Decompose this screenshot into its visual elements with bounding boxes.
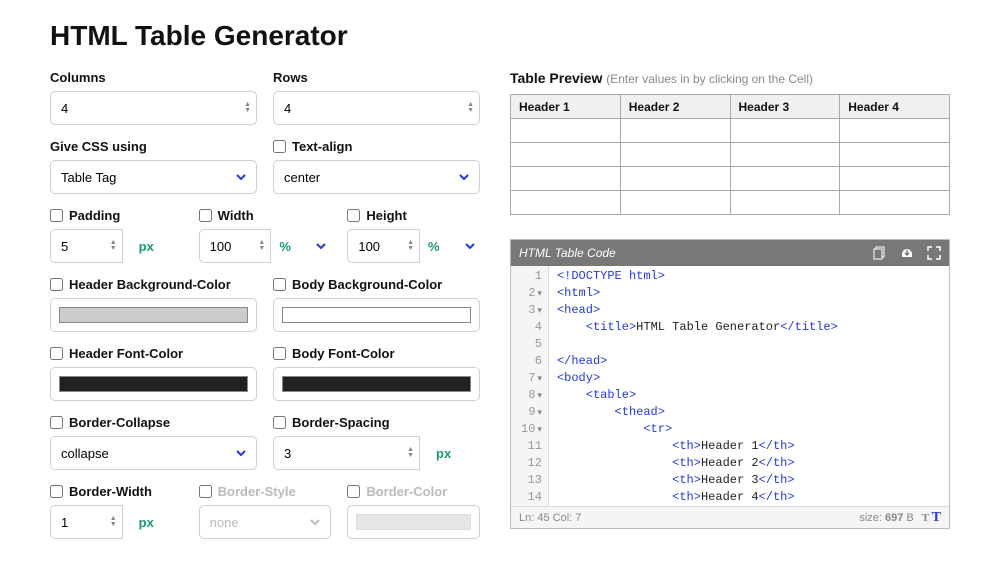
chevron-down-icon [464,240,476,252]
table-cell[interactable] [511,191,621,215]
table-cell[interactable] [511,143,621,167]
stepper-icon[interactable]: ▲▼ [467,102,474,114]
header-bg-swatch[interactable] [50,298,257,332]
border-style-label: Border-Style [218,484,296,499]
height-checkbox[interactable] [347,209,360,222]
width-label: Width [218,208,254,223]
border-width-checkbox[interactable] [50,485,63,498]
expand-icon[interactable] [927,246,941,260]
body-font-checkbox[interactable] [273,347,286,360]
table-header-cell[interactable]: Header 3 [730,95,840,119]
body-bg-checkbox[interactable] [273,278,286,291]
header-font-swatch[interactable] [50,367,257,401]
border-width-unit[interactable]: px [131,515,154,530]
border-collapse-checkbox[interactable] [50,416,63,429]
body-font-label: Body Font-Color [292,346,395,361]
height-unit[interactable]: % [420,239,440,254]
header-font-checkbox[interactable] [50,347,63,360]
table-cell[interactable] [840,167,950,191]
chevron-down-icon [315,240,327,252]
page-title: HTML Table Generator [50,20,950,52]
table-cell[interactable] [620,119,730,143]
table-cell[interactable] [511,167,621,191]
copy-icon[interactable] [873,246,887,260]
table-cell[interactable] [511,119,621,143]
css-using-label: Give CSS using [50,139,257,154]
css-using-select[interactable]: Table Tag [50,160,257,194]
columns-input[interactable] [50,91,257,125]
border-color-label: Border-Color [366,484,447,499]
columns-label: Columns [50,70,257,85]
header-font-label: Header Font-Color [69,346,183,361]
border-style-select[interactable]: none [199,505,332,539]
width-unit[interactable]: % [271,239,291,254]
border-style-checkbox[interactable] [199,485,212,498]
border-width-label: Border-Width [69,484,152,499]
border-spacing-label: Border-Spacing [292,415,390,430]
rows-label: Rows [273,70,480,85]
text-size-icon[interactable]: T T [922,510,941,526]
text-align-label: Text-align [292,139,352,154]
border-color-checkbox[interactable] [347,485,360,498]
table-header-cell[interactable]: Header 2 [620,95,730,119]
body-font-swatch[interactable] [273,367,480,401]
stepper-icon[interactable]: ▲▼ [407,447,414,459]
preview-hint: (Enter values in by clicking on the Cell… [606,72,813,86]
code-title: HTML Table Code [519,246,616,260]
table-preview[interactable]: Header 1Header 2Header 3Header 4 [510,94,950,215]
stepper-icon[interactable]: ▲▼ [258,240,265,252]
border-color-swatch[interactable] [347,505,480,539]
download-icon[interactable] [899,246,915,260]
table-cell[interactable] [840,119,950,143]
text-align-checkbox[interactable] [273,140,286,153]
preview-title: Table Preview (Enter values in by clicki… [510,70,950,86]
table-cell[interactable] [620,143,730,167]
code-panel: HTML Table Code 12▾3▾4567▾8▾9▾10▾1112131… [510,239,950,529]
table-cell[interactable] [840,191,950,215]
padding-unit[interactable]: px [131,239,154,254]
table-cell[interactable] [730,143,840,167]
border-spacing-checkbox[interactable] [273,416,286,429]
height-label: Height [366,208,406,223]
code-gutter: 12▾3▾4567▾8▾9▾10▾1112131415 [511,266,549,506]
file-size: size: 697 B [859,512,913,524]
stepper-icon[interactable]: ▲▼ [110,240,117,252]
padding-checkbox[interactable] [50,209,63,222]
stepper-icon[interactable]: ▲▼ [244,102,251,114]
header-bg-checkbox[interactable] [50,278,63,291]
padding-label: Padding [69,208,120,223]
code-editor[interactable]: <!DOCTYPE html><html><head> <title>HTML … [549,266,949,506]
cursor-position: Ln: 45 Col: 7 [519,512,581,524]
header-bg-label: Header Background-Color [69,277,231,292]
table-cell[interactable] [730,167,840,191]
stepper-icon[interactable]: ▲▼ [407,240,414,252]
table-cell[interactable] [620,167,730,191]
table-cell[interactable] [730,191,840,215]
controls-panel: Columns ▲▼ Rows ▲▼ Give CSS using Table … [50,70,480,553]
body-bg-swatch[interactable] [273,298,480,332]
table-header-cell[interactable]: Header 1 [511,95,621,119]
width-checkbox[interactable] [199,209,212,222]
border-collapse-select[interactable]: collapse [50,436,257,470]
table-cell[interactable] [730,119,840,143]
body-bg-label: Body Background-Color [292,277,442,292]
table-cell[interactable] [620,191,730,215]
border-spacing-unit[interactable]: px [428,446,451,461]
table-header-cell[interactable]: Header 4 [840,95,950,119]
border-spacing-input[interactable] [273,436,420,470]
border-collapse-label: Border-Collapse [69,415,170,430]
rows-input[interactable] [273,91,480,125]
text-align-select[interactable]: center [273,160,480,194]
table-cell[interactable] [840,143,950,167]
stepper-icon[interactable]: ▲▼ [110,516,117,528]
